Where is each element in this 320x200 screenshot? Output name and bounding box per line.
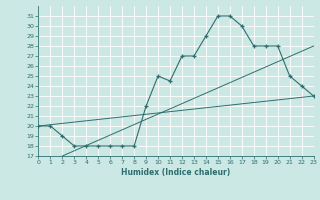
X-axis label: Humidex (Indice chaleur): Humidex (Indice chaleur) bbox=[121, 168, 231, 177]
